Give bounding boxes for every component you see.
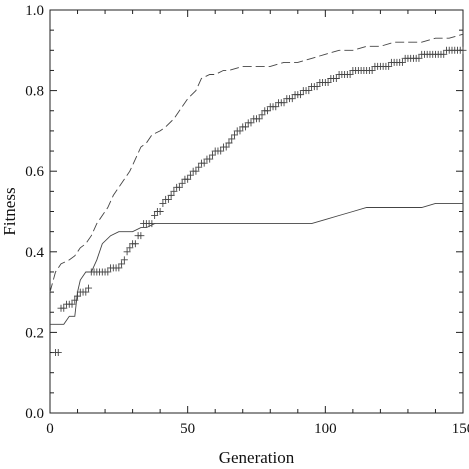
data-point-marker xyxy=(126,244,134,252)
data-point-marker xyxy=(60,304,68,312)
data-point-marker xyxy=(54,349,62,357)
data-point-marker xyxy=(236,127,244,135)
data-point-marker xyxy=(85,284,93,292)
data-point-marker xyxy=(222,143,230,151)
data-point-marker xyxy=(200,159,208,167)
data-point-marker xyxy=(164,195,172,203)
data-point-marker xyxy=(131,240,139,248)
data-point-marker xyxy=(178,179,186,187)
data-point-marker xyxy=(137,232,145,240)
plot-area xyxy=(49,9,467,414)
data-point-marker xyxy=(115,264,123,272)
data-point-marker xyxy=(385,62,393,70)
data-point-marker xyxy=(247,119,255,127)
data-point-marker xyxy=(368,66,376,74)
data-point-marker xyxy=(459,46,467,54)
data-point-marker xyxy=(151,212,159,220)
series-plus-markers xyxy=(52,46,467,357)
data-point-marker xyxy=(170,187,178,195)
data-point-marker xyxy=(297,91,305,99)
y-tick-label: 0.8 xyxy=(25,84,44,100)
data-point-marker xyxy=(217,147,225,155)
y-tick-label: 0.2 xyxy=(25,325,44,341)
y-tick-label: 0.4 xyxy=(25,245,44,261)
y-tick-label: 0.6 xyxy=(25,164,44,180)
y-tick-label: 0.0 xyxy=(25,406,44,422)
data-point-marker xyxy=(82,288,90,296)
y-tick-label: 1.0 xyxy=(25,3,44,19)
data-point-marker xyxy=(346,70,354,78)
y-axis-label: Fitness xyxy=(0,187,19,235)
data-point-marker xyxy=(280,99,288,107)
data-point-marker xyxy=(118,260,126,268)
data-point-marker xyxy=(258,111,266,119)
data-point-marker xyxy=(167,191,175,199)
data-point-marker xyxy=(159,199,167,207)
data-point-marker xyxy=(120,256,128,264)
data-point-marker xyxy=(104,268,112,276)
data-point-marker xyxy=(440,50,448,58)
series-solid-line xyxy=(50,202,463,325)
data-point-marker xyxy=(225,139,233,147)
series-dashed-line xyxy=(49,33,464,293)
data-point-marker xyxy=(123,248,131,256)
x-tick-label: 100 xyxy=(314,421,337,437)
x-tick-label: 0 xyxy=(46,421,54,437)
data-point-marker xyxy=(228,135,236,143)
data-point-marker xyxy=(186,171,194,179)
data-point-marker xyxy=(192,167,200,175)
data-point-marker xyxy=(241,123,249,131)
data-point-marker xyxy=(313,83,321,91)
data-point-marker xyxy=(288,95,296,103)
data-point-marker xyxy=(71,296,79,304)
data-point-marker xyxy=(264,107,272,115)
data-point-marker xyxy=(175,183,183,191)
data-point-marker xyxy=(272,103,280,111)
data-point-marker xyxy=(332,75,340,83)
x-tick-label: 50 xyxy=(180,421,195,437)
y-tick-labels: 0.0 0.2 0.4 0.6 0.8 1.0 xyxy=(25,3,44,422)
data-point-marker xyxy=(398,58,406,66)
x-axis-label: Generation xyxy=(219,448,295,467)
data-point-marker xyxy=(184,175,192,183)
data-point-marker xyxy=(156,208,164,215)
data-point-marker xyxy=(208,151,216,159)
data-point-marker xyxy=(324,79,332,87)
data-point-marker xyxy=(415,54,423,62)
x-tick-labels: 0 50 100 150 xyxy=(46,421,469,437)
series-layer xyxy=(49,33,467,357)
data-point-marker xyxy=(230,131,238,139)
data-point-marker xyxy=(68,300,76,308)
plot-frame xyxy=(49,9,464,414)
data-point-marker xyxy=(305,87,313,95)
axis-ticks xyxy=(49,9,464,414)
data-point-marker xyxy=(206,155,214,163)
x-tick-label: 150 xyxy=(452,421,469,437)
data-point-marker xyxy=(255,115,263,123)
data-point-marker xyxy=(195,163,203,171)
